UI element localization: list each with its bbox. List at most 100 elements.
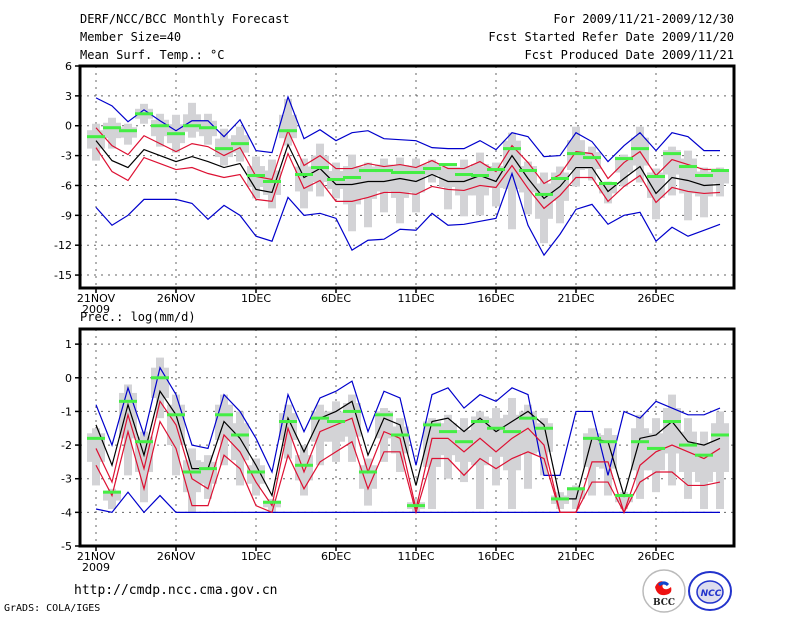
interquartile-box <box>87 433 105 462</box>
median-marker <box>471 420 489 424</box>
interquartile-box <box>327 411 345 442</box>
fcst-started-date: Fcst Started Refer Date 2009/11/20 <box>488 30 734 44</box>
fcst-produced-date: Fcst Produced Date 2009/11/21 <box>524 48 734 62</box>
series-min-line <box>95 491 720 514</box>
y-tick-label: 0 <box>65 120 72 133</box>
median-marker <box>135 112 153 116</box>
interquartile-box <box>615 156 633 173</box>
forecast-period: For 2009/11/21-2009/12/30 <box>553 12 734 26</box>
median-marker <box>711 433 729 437</box>
median-marker <box>167 413 185 417</box>
median-marker <box>679 165 697 169</box>
x-tick-year-label: 2009 <box>82 561 110 574</box>
x-tick-label: 16DEC <box>477 550 514 563</box>
interquartile-box <box>631 428 649 471</box>
y-tick-label: -4 <box>61 506 72 519</box>
interquartile-box <box>183 114 201 132</box>
median-marker <box>151 376 169 380</box>
median-marker <box>343 175 361 179</box>
interquartile-box <box>487 166 505 188</box>
interquartile-box <box>471 164 489 196</box>
median-marker <box>295 463 313 467</box>
interquartile-box <box>343 166 361 205</box>
median-marker <box>231 433 249 437</box>
interquartile-box <box>663 150 681 175</box>
y-tick-label: 1 <box>65 338 72 351</box>
interquartile-box <box>247 465 265 484</box>
interquartile-box <box>663 408 681 454</box>
median-marker <box>471 174 489 178</box>
median-marker <box>551 176 569 180</box>
median-marker <box>391 171 409 175</box>
x-tick-label: 11DEC <box>397 292 434 305</box>
median-marker <box>439 430 457 434</box>
source-url[interactable]: http://cmdp.ncc.cma.gov.cn <box>74 583 278 598</box>
median-marker <box>455 173 473 177</box>
series-lower-line <box>95 419 721 515</box>
x-tick-label: 21DEC <box>557 292 594 305</box>
median-marker <box>599 440 617 444</box>
median-marker <box>551 497 569 501</box>
interquartile-box <box>567 487 585 499</box>
median-marker <box>199 467 217 471</box>
y-tick-label: 3 <box>65 90 72 103</box>
variable-label: Mean Surf. Temp.: °C <box>80 48 225 62</box>
interquartile-box <box>295 166 313 192</box>
y-tick-label: -3 <box>61 150 72 163</box>
y-tick-label: -12 <box>54 239 72 252</box>
series-min-line <box>95 171 721 257</box>
y-tick-label: -15 <box>54 269 72 282</box>
x-tick-label: 21NOV <box>77 292 116 305</box>
y-tick-label: -6 <box>61 179 72 192</box>
median-marker <box>679 443 697 447</box>
y-tick-label: -3 <box>61 473 72 486</box>
x-tick-year-label: 2009 <box>82 303 110 316</box>
plot-frame <box>78 64 736 290</box>
median-marker <box>119 399 137 403</box>
bcc-logo: BCC <box>642 569 686 613</box>
median-marker <box>391 433 409 437</box>
plot-frame <box>78 327 736 548</box>
median-marker <box>631 147 649 151</box>
x-tick-label: 26NOV <box>157 292 196 305</box>
median-marker <box>583 156 601 160</box>
median-marker <box>487 168 505 172</box>
interquartile-box <box>711 423 729 472</box>
median-marker <box>311 166 329 170</box>
median-marker <box>503 430 521 434</box>
interquartile-box <box>375 411 393 439</box>
median-marker <box>663 152 681 156</box>
median-marker <box>295 173 313 177</box>
median-marker <box>567 487 585 491</box>
median-marker <box>279 420 297 424</box>
interquartile-box <box>439 166 457 187</box>
median-marker <box>599 181 617 185</box>
series-lower-line <box>95 147 721 210</box>
x-tick-label: 16DEC <box>477 292 514 305</box>
ncc-logo: NCC <box>688 571 732 611</box>
series-max-line <box>95 366 721 476</box>
median-marker <box>455 440 473 444</box>
interquartile-box <box>231 423 249 461</box>
interquartile-box <box>87 130 105 149</box>
median-marker <box>535 426 553 430</box>
interquartile-box <box>119 127 137 138</box>
median-marker <box>439 163 457 167</box>
median-marker <box>87 135 105 139</box>
median-marker <box>503 147 521 151</box>
median-marker <box>167 132 185 136</box>
ncc-logo-text: NCC <box>701 589 722 599</box>
series-upper-line <box>95 127 720 185</box>
series-upper-line <box>95 399 721 515</box>
median-marker <box>327 420 345 424</box>
median-marker <box>151 124 169 128</box>
y-tick-label: 0 <box>65 372 72 385</box>
interquartile-box <box>695 443 713 483</box>
interquartile-box <box>615 493 633 503</box>
median-marker <box>183 124 201 128</box>
median-marker <box>215 147 233 151</box>
median-marker <box>423 423 441 427</box>
median-marker <box>407 504 425 508</box>
interquartile-box <box>183 460 201 493</box>
